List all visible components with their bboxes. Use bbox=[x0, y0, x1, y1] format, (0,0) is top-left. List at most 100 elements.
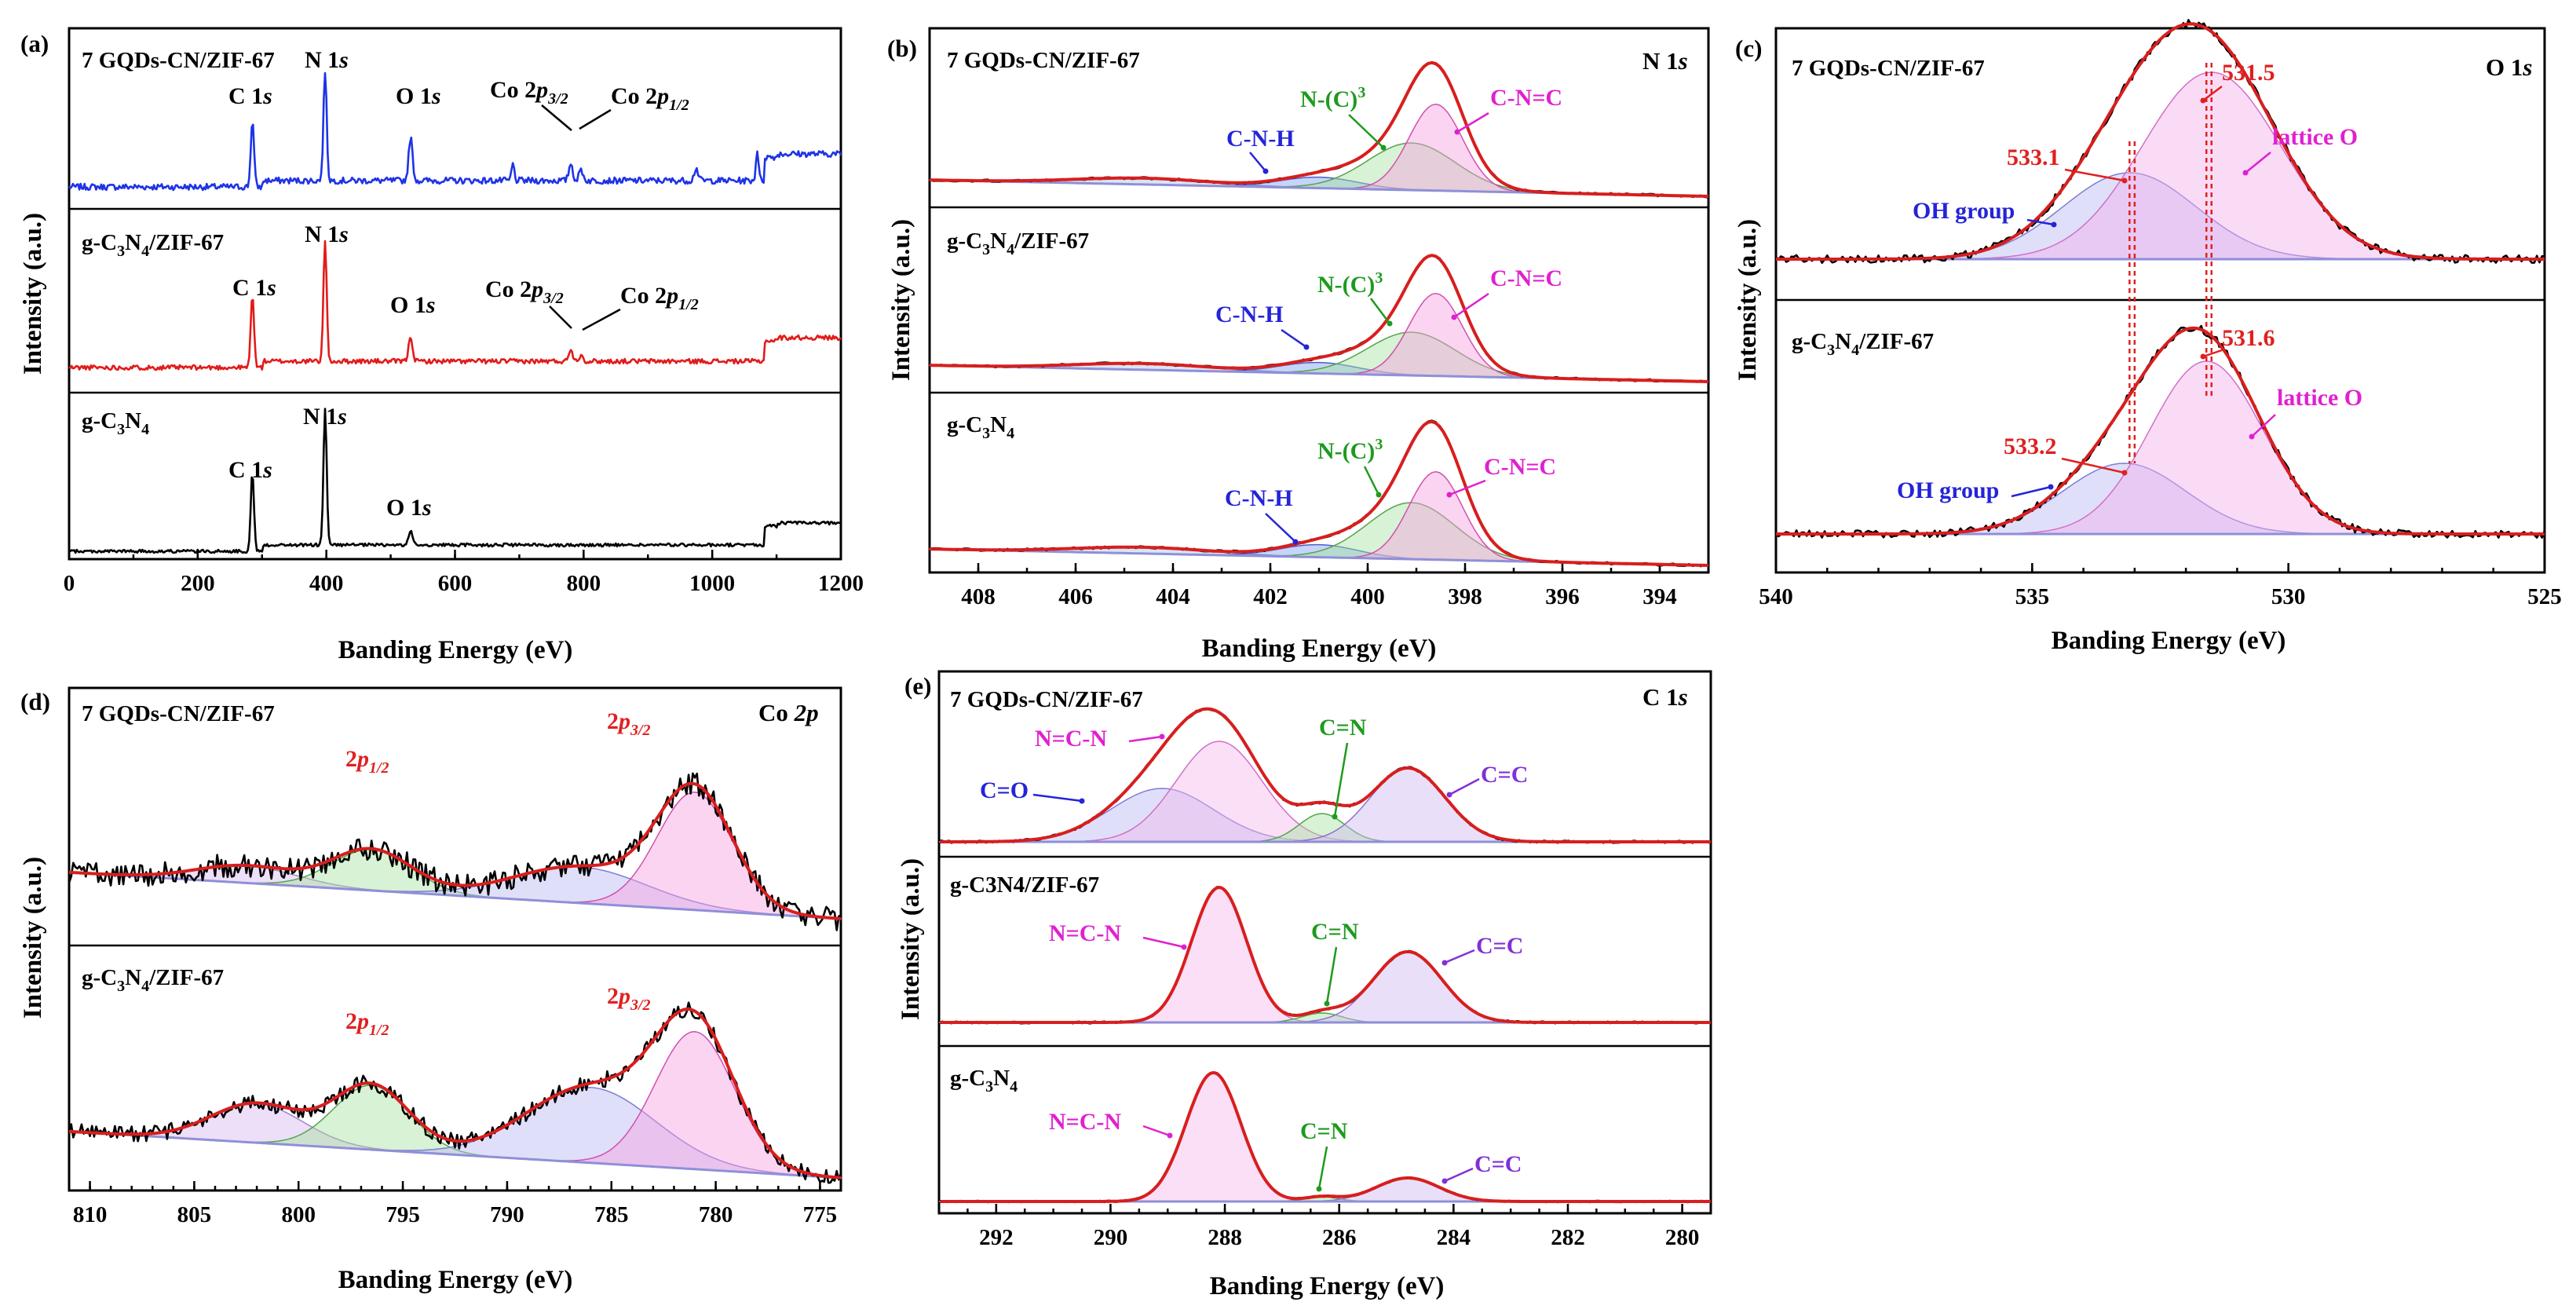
annotation-label: C=C bbox=[1474, 1151, 1522, 1177]
annotation-arrow-head bbox=[1262, 168, 1269, 174]
baseline bbox=[68, 871, 842, 920]
annotation-arrow-head bbox=[2048, 484, 2054, 490]
panel-d-ylabel: Intensity (a.u.) bbox=[19, 857, 47, 1019]
annotation-arrow-head bbox=[2121, 470, 2128, 476]
annotation-label: N-(C)3 bbox=[1317, 269, 1383, 298]
annotation-label: C=O bbox=[980, 777, 1029, 803]
sample-label: g-C3N4/ZIF-67 bbox=[950, 872, 1099, 898]
x-tick-label: 780 bbox=[699, 1202, 733, 1227]
annotation-arrow-head bbox=[1324, 1000, 1330, 1007]
x-tick-label: 394 bbox=[1642, 584, 1677, 609]
peak-label: Co 2p3/2 bbox=[485, 276, 564, 307]
annotation-arrow bbox=[1456, 112, 1489, 133]
annotation-arrow-head bbox=[2242, 170, 2249, 176]
peak-label: Co 2p3/2 bbox=[490, 77, 568, 108]
x-tick-label: 0 bbox=[64, 571, 75, 596]
annotation-arrow bbox=[1142, 936, 1185, 949]
panel-d-xlabel: Banding Energy (eV) bbox=[338, 1266, 573, 1294]
annotation-label: C-N-H bbox=[1225, 485, 1293, 511]
x-tick-label: 805 bbox=[177, 1202, 212, 1227]
fit-envelope bbox=[929, 254, 1709, 383]
annotation-arrow bbox=[1449, 777, 1480, 796]
annotation-arrow-head bbox=[1376, 492, 1382, 498]
annotation-arrow bbox=[1444, 1167, 1474, 1183]
baseline bbox=[68, 1130, 842, 1180]
raw-spectrum bbox=[68, 772, 842, 931]
annotation-label: 531.6 bbox=[2222, 325, 2275, 351]
annotation-arrow bbox=[2245, 152, 2271, 174]
panel-b-xlabel: Banding Energy (eV) bbox=[1202, 635, 1437, 663]
x-tick-label: 404 bbox=[1156, 584, 1190, 609]
panel-e-xlabel: Banding Energy (eV) bbox=[1210, 1272, 1445, 1300]
x-tick-label: 810 bbox=[73, 1202, 108, 1227]
annotation-arrow-head bbox=[1380, 144, 1387, 151]
fit-envelope bbox=[929, 60, 1709, 198]
x-tick-label: 200 bbox=[181, 571, 215, 596]
annotation-arrow bbox=[2202, 86, 2223, 101]
annotation-label: C-N=C bbox=[1490, 85, 1562, 111]
peak-label: O 1s bbox=[386, 495, 432, 521]
x-tick-label: 1200 bbox=[818, 571, 864, 596]
annotation-arrow bbox=[1032, 793, 1083, 803]
panel-c-xlabel: Banding Energy (eV) bbox=[2052, 627, 2286, 655]
annotation-arrow bbox=[1370, 298, 1390, 324]
x-tick-label: 785 bbox=[594, 1202, 629, 1227]
sample-label: 7 GQDs-CN/ZIF-67 bbox=[1792, 56, 1985, 81]
fit-envelope bbox=[68, 781, 842, 920]
annotation-arrow bbox=[582, 308, 621, 331]
annotation-arrow-head bbox=[1441, 960, 1448, 966]
fit-envelope bbox=[940, 1071, 1711, 1203]
panel-d: 810 805 800 795 790 785 780 775 (d) Banding Ene… bbox=[19, 686, 842, 1294]
annotation-label: N=C-N bbox=[1049, 1109, 1121, 1135]
annotation-label: C-N=C bbox=[1490, 265, 1562, 291]
annotation-arrow bbox=[2026, 218, 2055, 226]
region-label: N 1s bbox=[1642, 47, 1688, 75]
panel-b: 408 406 404 402 400 398 396 394 (b) Banding Ene… bbox=[887, 27, 1710, 663]
annotation-arrow-head bbox=[2121, 177, 2128, 184]
annotation-arrow-head bbox=[1446, 792, 1452, 798]
peak-label: C 1s bbox=[228, 83, 272, 109]
x-tick-label: 600 bbox=[438, 571, 473, 596]
panel-e-letter: (e) bbox=[904, 672, 931, 700]
panel-c: 540 535 530 525 (c) Banding Energy (eV) Int… bbox=[1734, 19, 2562, 655]
annotation-label: lattice O bbox=[2277, 385, 2362, 411]
annotation-label: C=N bbox=[1319, 715, 1367, 741]
panel-a-frame bbox=[68, 27, 842, 561]
panel-c-ylabel: Intensity (a.u.) bbox=[1734, 219, 1762, 381]
annotation-arrow bbox=[1249, 152, 1266, 172]
x-tick-label: 795 bbox=[385, 1202, 420, 1227]
annotation-label: C-N-H bbox=[1215, 302, 1284, 327]
fit-component bbox=[68, 1031, 842, 1179]
series-line bbox=[68, 71, 842, 192]
annotation-arrow-head bbox=[1079, 798, 1085, 804]
annotation-label: C-N-H bbox=[1226, 126, 1295, 152]
panel-a: 0 200 400 600 800 1000 1200 (a) Banding Energy… bbox=[19, 27, 864, 664]
series-line bbox=[68, 408, 842, 554]
x-tick-label: 525 bbox=[2527, 584, 2562, 609]
panel-b-letter: (b) bbox=[887, 35, 917, 62]
peak-label: O 1s bbox=[396, 83, 441, 109]
panel-e: 292 290 288 286 284 282 280 (e) Banding Energy… bbox=[897, 670, 1712, 1300]
peak-label: N 1s bbox=[305, 47, 349, 73]
region-label: O 1s bbox=[2486, 53, 2532, 81]
annotation-arrow bbox=[1325, 946, 1338, 1004]
annotation-arrow bbox=[2202, 349, 2223, 358]
annotation-label: 2p3/2 bbox=[607, 708, 651, 739]
annotation-arrow-head bbox=[2249, 433, 2255, 440]
annotation-arrow bbox=[1449, 479, 1486, 496]
x-tick-label: 402 bbox=[1253, 584, 1288, 609]
annotation-label: OH group bbox=[1897, 477, 1999, 503]
sample-label: 7 GQDs-CN/ZIF-67 bbox=[947, 48, 1140, 73]
annotation-arrow-head bbox=[1441, 1178, 1448, 1184]
peak-label: O 1s bbox=[390, 292, 436, 318]
peak-label: C 1s bbox=[228, 457, 272, 483]
sample-label: g-C3N4 bbox=[947, 412, 1014, 442]
annotation-arrow bbox=[1348, 114, 1384, 148]
fit-envelope bbox=[68, 1008, 842, 1180]
annotation-arrow-head bbox=[1159, 733, 1165, 740]
annotation-label: C=C bbox=[1481, 762, 1528, 788]
annotation-arrow-head bbox=[1316, 1186, 1322, 1192]
annotation-label: lattice O bbox=[2272, 124, 2358, 150]
annotation-arrow bbox=[1128, 735, 1163, 743]
